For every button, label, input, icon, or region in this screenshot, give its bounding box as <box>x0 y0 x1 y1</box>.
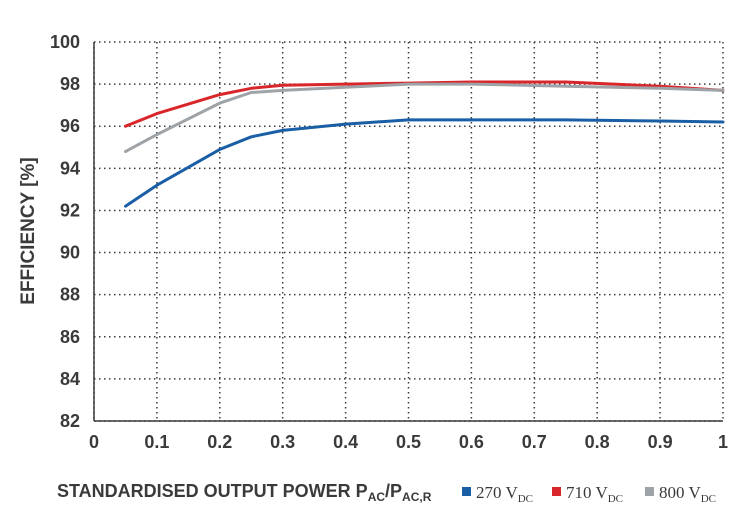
y-tick-label: 94 <box>60 158 80 178</box>
x-tick-label: 0.1 <box>144 432 169 452</box>
axes <box>93 42 723 422</box>
y-tick-labels: 82 84 86 88 90 92 94 96 98 100 <box>50 32 80 431</box>
y-tick-label: 88 <box>60 285 80 305</box>
legend-swatch <box>645 487 654 496</box>
series-lines <box>124 80 725 208</box>
x-axis-title-main: STANDARDISED OUTPUT POWER P <box>57 481 368 501</box>
x-tick-label: 0.5 <box>396 432 421 452</box>
legend-label: 800 VDC <box>659 483 716 505</box>
grid-lines <box>93 41 724 422</box>
y-tick-label: 90 <box>60 243 80 263</box>
x-tick-label: 0.6 <box>459 432 484 452</box>
x-tick-label: 0.3 <box>270 432 295 452</box>
x-tick-label: 0.7 <box>522 432 547 452</box>
series-line-1 <box>124 118 725 208</box>
legend-label: 710 VDC <box>566 483 623 505</box>
y-tick-label: 92 <box>60 200 80 220</box>
x-axis-title-slash: /P <box>385 481 402 501</box>
y-tick-label: 96 <box>60 116 80 136</box>
x-axis-title-sub1: AC <box>368 490 386 504</box>
legend: 270 VDC 710 VDC 800 VDC <box>462 483 716 505</box>
series-line-2 <box>124 80 725 128</box>
x-axis-title-sub2: AC,R <box>402 490 432 504</box>
series-line-3 <box>124 82 725 153</box>
x-axis-title: STANDARDISED OUTPUT POWER PAC/PAC,R <box>57 481 432 504</box>
y-tick-label: 86 <box>60 327 80 347</box>
y-tick-label: 82 <box>60 411 80 431</box>
legend-swatch <box>462 487 471 496</box>
x-tick-label: 0 <box>89 432 99 452</box>
x-tick-label: 0.9 <box>648 432 673 452</box>
x-tick-label: 0.4 <box>333 432 358 452</box>
x-tick-labels: 0 0.1 0.2 0.3 0.4 0.5 0.6 0.7 0.8 0.9 1 <box>89 432 728 452</box>
y-axis-title: EFFICIENCY [%] <box>18 157 39 304</box>
x-tick-label: 0.2 <box>207 432 232 452</box>
x-tick-label: 1 <box>718 432 728 452</box>
y-tick-label: 84 <box>60 369 80 389</box>
x-tick-label: 0.8 <box>585 432 610 452</box>
legend-label: 270 VDC <box>476 483 533 505</box>
y-tick-label: 98 <box>60 74 80 94</box>
y-tick-label: 100 <box>50 32 80 52</box>
legend-swatch <box>552 487 561 496</box>
